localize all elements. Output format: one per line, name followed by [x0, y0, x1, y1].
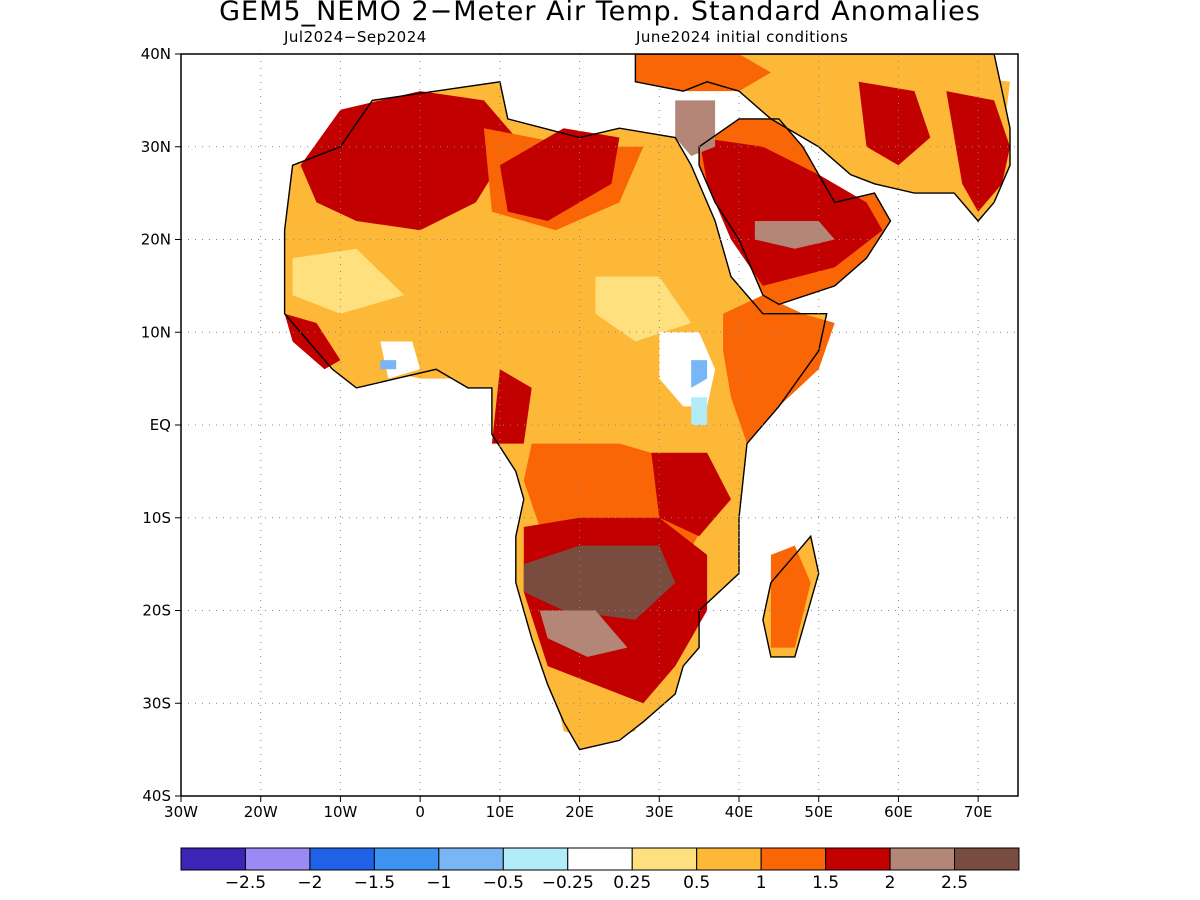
lon-label: 10E: [486, 803, 515, 821]
lat-label: 10N: [141, 323, 171, 341]
colorbar-swatch: [438, 847, 504, 871]
region-southern-brown: [523, 545, 676, 620]
region-guinea-white: [380, 341, 421, 379]
region-turkey-orange: [635, 54, 771, 92]
colorbar-swatch: [180, 847, 246, 871]
region-iran-red: [858, 81, 931, 166]
gridlines: [181, 54, 1018, 796]
lat-label: EQ: [150, 416, 171, 434]
colorbar-swatch: [696, 847, 762, 871]
region-cape-orange: [555, 684, 636, 741]
region-kenya-blue: [691, 397, 708, 425]
region-central-red: [491, 369, 532, 444]
lon-label: 70E: [964, 803, 993, 821]
region-southern-tan: [539, 610, 628, 657]
region-east-africa-white: [659, 332, 716, 407]
longitude-axis: 30W 20W 10W 0 10E 20E 30E 40E 50E 60E 70E: [164, 796, 992, 821]
asia-coastline: [634, 54, 1011, 223]
lon-label: 10W: [323, 803, 357, 821]
colorbar-label: −0.5: [483, 873, 524, 893]
region-arabia-red: [699, 137, 883, 286]
colorbar-swatch: [760, 847, 827, 871]
colorbar-swatch: [631, 847, 698, 871]
lat-label: 40N: [141, 45, 171, 63]
colorbar-label: −0.25: [542, 873, 594, 893]
lon-label: 0: [415, 803, 425, 821]
colorbar-label: 2.5: [941, 873, 968, 893]
initial-conditions: June2024 initial conditions: [636, 28, 849, 46]
colorbar-swatch: [825, 847, 891, 871]
forecast-period: Jul2024−Sep2024: [284, 28, 427, 46]
lat-label: 20S: [142, 602, 171, 620]
page-title: GEM5_NEMO 2−Meter Air Temp. Standard Ano…: [219, 0, 981, 27]
lat-label: 30N: [141, 138, 171, 156]
lon-label: 20E: [565, 803, 594, 821]
lon-label: 20W: [244, 803, 278, 821]
colorbar-swatch: [309, 847, 375, 871]
region-sahel-yellow-east: [595, 276, 692, 342]
region-arabia-tan: [754, 221, 835, 249]
madagascar-coastline: [762, 534, 820, 658]
lat-label: 40S: [142, 787, 171, 805]
colorbar-label: −2.5: [225, 873, 266, 893]
colorbar-swatch: [954, 847, 1020, 871]
colorbar-swatch: [502, 847, 569, 871]
colorbar-swatch: [244, 847, 311, 871]
region-sahel-yellow: [292, 248, 405, 314]
lon-label: 30W: [164, 803, 198, 821]
region-west-coast-red: [284, 313, 341, 370]
colorbar-label: −1.5: [354, 873, 395, 893]
colorbar-label: 0.5: [683, 873, 710, 893]
colorbar-swatch: [373, 847, 440, 871]
lat-label: 30S: [142, 694, 171, 712]
lon-label: 60E: [884, 803, 913, 821]
lon-label: 40E: [725, 803, 754, 821]
colorbar-label: 1.5: [812, 873, 839, 893]
coastlines: [283, 54, 1011, 751]
lon-label: 50E: [804, 803, 833, 821]
region-guinea-blue: [380, 360, 397, 370]
lon-label: 30E: [645, 803, 674, 821]
region-sahara-east-red: [499, 128, 620, 221]
latitude-axis: 40N 30N 20N 10N EQ 10S 20S 30S 40S: [141, 45, 181, 805]
colorbar-label: 0.25: [613, 873, 651, 893]
colorbar-swatch: [889, 847, 956, 871]
region-east-africa-blue: [691, 360, 708, 388]
region-horn-orange: [723, 295, 835, 444]
lat-label: 20N: [141, 231, 171, 249]
lat-label: 10S: [142, 509, 171, 527]
anomaly-regions: [284, 54, 1010, 750]
colorbar-label: −2: [297, 873, 322, 893]
colorbar-swatch: [567, 847, 633, 871]
region-india-red: [946, 91, 1010, 212]
arabia-coastline: [698, 118, 892, 306]
region-east-coast-red: [651, 452, 731, 537]
map-plot-area: [181, 54, 1018, 796]
land-coastline: [283, 81, 828, 751]
colorbar-label: 1: [756, 873, 767, 893]
colorbar: −2.5 −2 −1.5 −1 −0.5 −0.25 0.25 0.5 1 1.5 2 2.5: [180, 847, 1020, 893]
colorbar-label: −1: [426, 873, 451, 893]
colorbar-label: 2: [885, 873, 896, 893]
